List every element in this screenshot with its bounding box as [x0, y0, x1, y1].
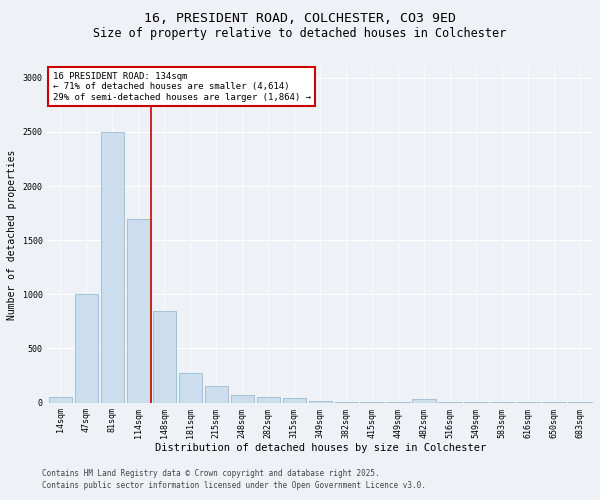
- Text: Contains HM Land Registry data © Crown copyright and database right 2025.: Contains HM Land Registry data © Crown c…: [42, 468, 380, 477]
- Bar: [49, 397, 72, 402]
- Text: 16, PRESIDENT ROAD, COLCHESTER, CO3 9ED: 16, PRESIDENT ROAD, COLCHESTER, CO3 9ED: [144, 12, 456, 26]
- Text: Contains public sector information licensed under the Open Government Licence v3: Contains public sector information licen…: [42, 481, 426, 490]
- Bar: [283, 398, 306, 402]
- Y-axis label: Number of detached properties: Number of detached properties: [7, 150, 17, 320]
- Text: Size of property relative to detached houses in Colchester: Size of property relative to detached ho…: [94, 28, 506, 40]
- Bar: [101, 132, 124, 402]
- Bar: [230, 395, 254, 402]
- Text: 16 PRESIDENT ROAD: 134sqm
← 71% of detached houses are smaller (4,614)
29% of se: 16 PRESIDENT ROAD: 134sqm ← 71% of detac…: [53, 72, 311, 102]
- Bar: [179, 374, 202, 402]
- Bar: [74, 294, 98, 403]
- Bar: [308, 401, 332, 402]
- Bar: [257, 396, 280, 402]
- X-axis label: Distribution of detached houses by size in Colchester: Distribution of detached houses by size …: [155, 443, 486, 453]
- Bar: [152, 310, 176, 402]
- Bar: [127, 218, 150, 402]
- Bar: [412, 400, 436, 402]
- Bar: [205, 386, 228, 402]
